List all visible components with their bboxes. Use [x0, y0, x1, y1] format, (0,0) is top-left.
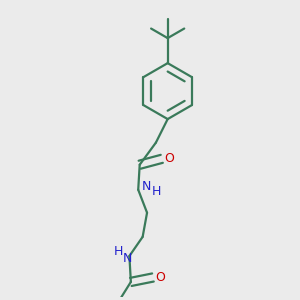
Text: H: H [152, 185, 161, 198]
Text: H: H [113, 245, 123, 258]
Text: O: O [164, 152, 174, 165]
Text: N: N [123, 252, 133, 266]
Text: O: O [155, 271, 165, 284]
Text: N: N [142, 180, 151, 193]
